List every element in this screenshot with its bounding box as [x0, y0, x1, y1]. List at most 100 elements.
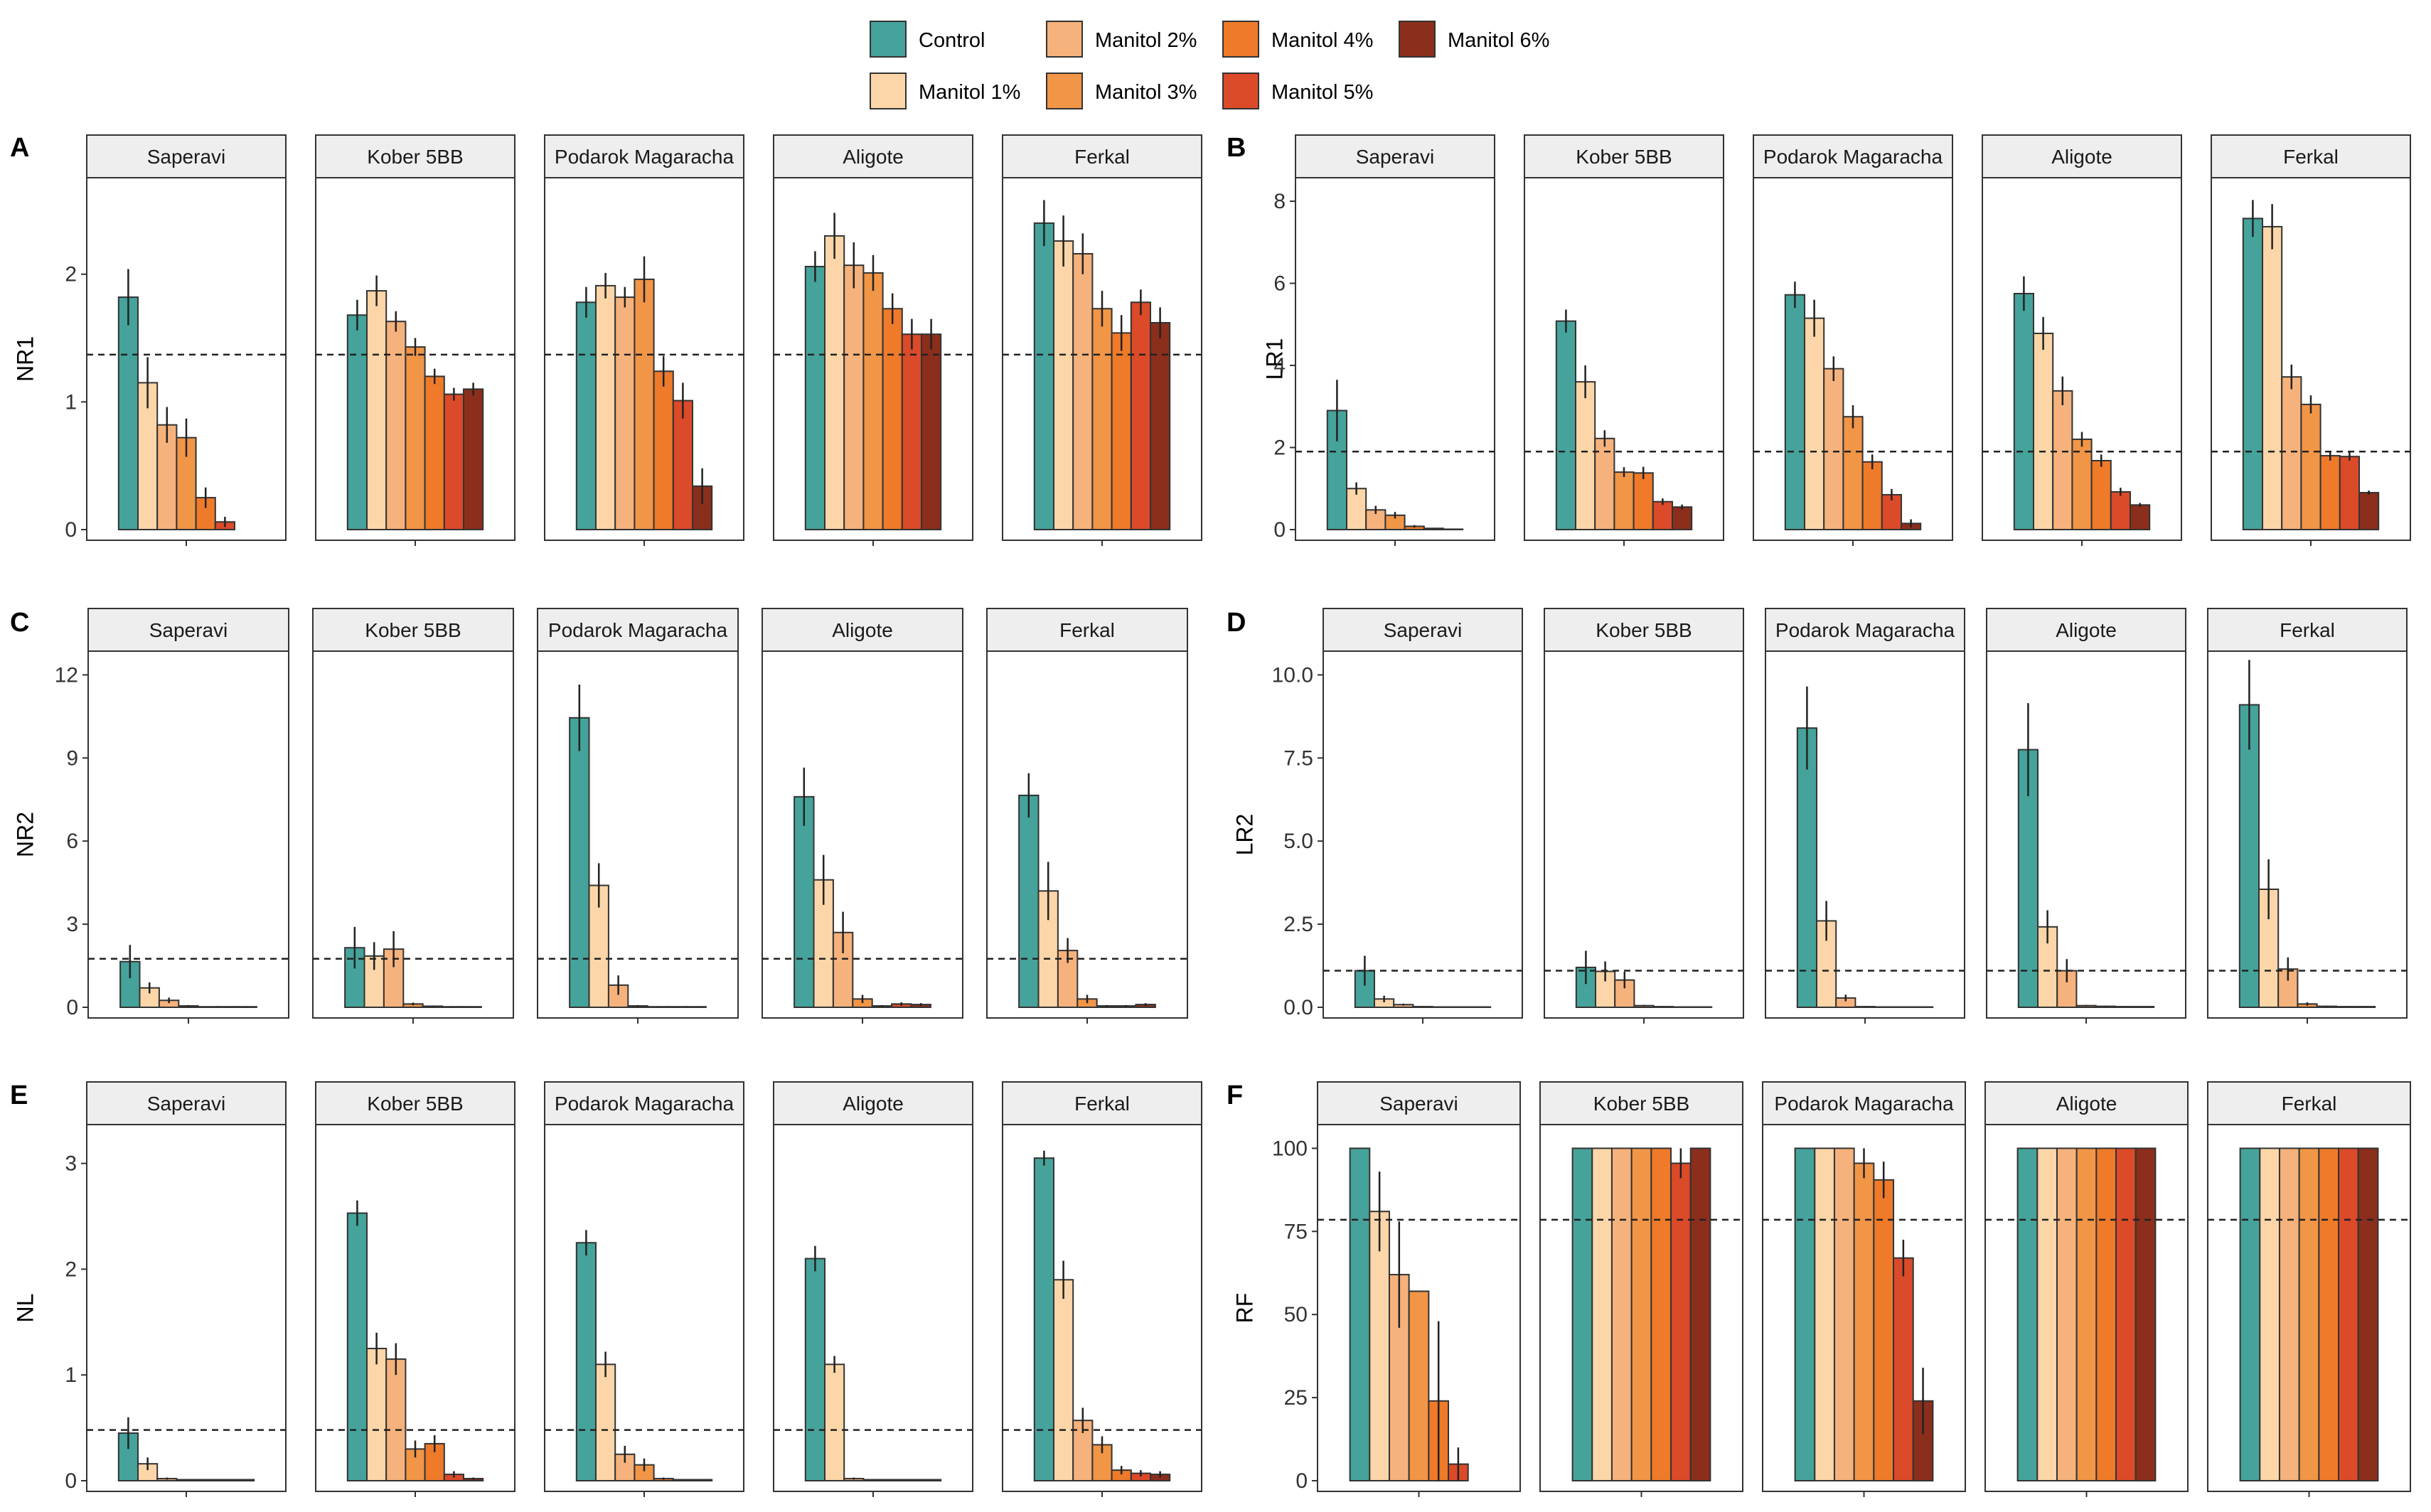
- facet-strip: [1317, 1081, 1521, 1125]
- facet-label: Podarok Magaracha: [555, 1093, 734, 1115]
- y-tick-label: 5.0: [1283, 830, 1313, 853]
- facet-saperavi: Saperavi: [86, 1081, 287, 1497]
- legend-item-manitol-3: Manitol 3%: [1046, 73, 1197, 109]
- y-axis-label: NR1: [12, 336, 38, 382]
- bar-manitol-1: [1575, 381, 1596, 531]
- facet-label: Podarok Magaracha: [1763, 146, 1943, 168]
- y-tick-label: 7.5: [1283, 746, 1313, 770]
- y-tick-label: 1: [65, 1363, 77, 1387]
- bar-manitol-4: [2318, 1147, 2340, 1482]
- facet-label: Saperavi: [1384, 619, 1463, 641]
- legend-item-manitol-4: Manitol 4%: [1222, 21, 1373, 58]
- bar-manitol-6: [463, 388, 484, 530]
- legend-swatch: [870, 73, 907, 109]
- facet-ferkal: Ferkal: [2207, 1081, 2411, 1497]
- bar-control: [1349, 1147, 1371, 1482]
- bar-manitol-2: [1833, 1147, 1855, 1482]
- y-tick-label: 3: [66, 913, 78, 936]
- legend-item-manitol-1: Manitol 1%: [870, 73, 1020, 109]
- facet-ferkal: Ferkal: [1002, 134, 1202, 546]
- y-axis-label: LR1: [1261, 338, 1287, 380]
- legend-swatch: [1222, 73, 1259, 109]
- legend-swatch: [1046, 21, 1083, 58]
- panel-letter: A: [10, 133, 29, 163]
- bar-control: [569, 717, 590, 1008]
- facet-label: Saperavi: [149, 619, 228, 641]
- legend-label: Manitol 6%: [1448, 29, 1549, 52]
- facet-strip: [1539, 1081, 1743, 1125]
- facet-aligote: Aligote: [773, 1081, 973, 1497]
- bar-manitol-2: [1072, 253, 1094, 530]
- facet-panel: [1765, 650, 1965, 1019]
- bar-manitol-3: [1091, 308, 1113, 530]
- facet-panel: [86, 1124, 287, 1492]
- facet-label: Aligote: [2056, 1093, 2117, 1115]
- y-tick-label: 12: [55, 663, 78, 687]
- bar-manitol-2: [2278, 1147, 2300, 1482]
- bar-manitol-1: [1346, 488, 1367, 530]
- legend-label: Control: [919, 29, 985, 52]
- bar-manitol-4: [2095, 1147, 2117, 1482]
- bar-control: [575, 301, 597, 530]
- facet-strip: [1544, 608, 1744, 652]
- bar-manitol-4: [1633, 472, 1654, 530]
- panel-letter: E: [10, 1081, 28, 1110]
- y-tick-label: 1: [65, 390, 77, 414]
- panel-f: F RF 0 25 50 75 100 Saperavi Kober 5BB Podarok Ma…: [1227, 1081, 2411, 1497]
- facet-saperavi: Saperavi: [1295, 134, 1495, 546]
- y-axis: 0 1 2: [65, 263, 87, 542]
- bar-manitol-4: [1650, 1147, 1672, 1482]
- bar-manitol-1: [824, 1363, 845, 1482]
- facet-strip: [315, 134, 515, 178]
- facet-podarok-magaracha: Podarok Magaracha: [544, 134, 744, 546]
- y-tick-label: 50: [1284, 1303, 1308, 1326]
- facet-strip: [312, 608, 514, 652]
- y-axis: 0.0 2.5 5.0 7.5 10.0: [1272, 663, 1323, 1019]
- bar-control: [1796, 727, 1818, 1008]
- bar-manitol-1: [366, 1348, 388, 1481]
- facet-kober-5bb: Kober 5BB: [312, 608, 514, 1024]
- bar-control: [117, 296, 139, 530]
- bar-manitol-5: [2115, 1147, 2137, 1482]
- facet-label: Ferkal: [2280, 619, 2335, 641]
- panel-b: B LR1 0 2 4 6 8 Saperavi Kober 5BB Podarok Magara…: [1227, 133, 2411, 546]
- facet-kober-5bb: Kober 5BB: [1524, 134, 1724, 546]
- facet-label: Saperavi: [147, 146, 226, 168]
- y-axis-label: RF: [1231, 1293, 1257, 1324]
- facet-kober-5bb: Kober 5BB: [315, 134, 515, 546]
- bar-control: [1033, 222, 1055, 530]
- facet-kober-5bb: Kober 5BB: [315, 1081, 515, 1497]
- bar-manitol-1: [1053, 1279, 1074, 1481]
- facet-label: Kober 5BB: [1576, 146, 1672, 168]
- bar-control: [575, 1242, 597, 1482]
- bar-manitol-3: [2075, 1147, 2098, 1482]
- facet-label: Aligote: [2051, 146, 2112, 168]
- bar-manitol-6: [1443, 528, 1464, 530]
- y-tick-label: 0: [65, 518, 77, 542]
- y-tick-label: 0: [66, 996, 78, 1019]
- panel-letter: F: [1227, 1081, 1243, 1110]
- facet-podarok-magaracha: Podarok Magaracha: [544, 1081, 744, 1497]
- bar-control: [2239, 1147, 2261, 1482]
- bar-manitol-3: [862, 1479, 884, 1482]
- facet-panel: [312, 650, 514, 1019]
- bar-manitol-5: [1652, 500, 1674, 531]
- bar-manitol-4: [424, 375, 445, 531]
- bar-manitol-5: [1893, 1257, 1914, 1481]
- bar-manitol-3: [634, 278, 655, 530]
- bar-manitol-3: [1630, 1147, 1652, 1482]
- legend-label: Manitol 3%: [1095, 81, 1197, 104]
- legend-item-control: Control: [870, 21, 985, 58]
- bar-control: [346, 1212, 368, 1481]
- facet-label: Kober 5BB: [365, 619, 461, 641]
- bar-manitol-4: [1111, 332, 1132, 530]
- facet-panel: [1323, 650, 1523, 1019]
- bar-manitol-5: [672, 400, 693, 531]
- bar-manitol-5: [672, 1479, 693, 1482]
- legend-item-manitol-5: Manitol 5%: [1222, 73, 1373, 109]
- bar-manitol-3: [176, 1479, 197, 1482]
- y-tick-label: 9: [66, 746, 78, 770]
- legend-item-manitol-2: Manitol 2%: [1046, 21, 1197, 58]
- facet-panel: [2207, 650, 2408, 1019]
